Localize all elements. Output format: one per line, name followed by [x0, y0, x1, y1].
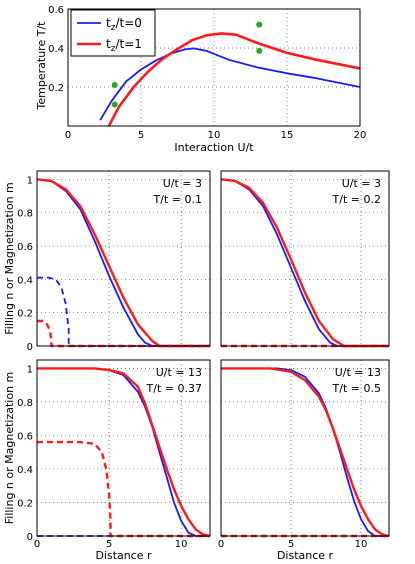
series-line [220, 178, 389, 348]
series-line [36, 178, 210, 348]
y-tick-label: 0.6 [17, 242, 33, 253]
y-tick-label: 1 [27, 175, 33, 186]
y-tick-label: 0.8 [17, 398, 33, 409]
plot-frame [36, 170, 211, 347]
plot-frame [220, 170, 390, 347]
x-tick-label: 0 [34, 539, 40, 550]
dashed-series-line [37, 440, 210, 538]
y-tick-label: 0.4 [17, 465, 33, 476]
panel-annotation: T/t = 0.2 [332, 193, 381, 206]
x-tick-label: 10 [175, 539, 188, 550]
series-line [107, 32, 360, 126]
y-tick-label: 0.2 [48, 83, 64, 94]
panel-annotation: U/t = 3 [342, 177, 381, 190]
x-tick-label: 10 [208, 130, 221, 141]
x-axis-label: Interaction U/t [174, 141, 254, 154]
x-tick-label: 0 [218, 539, 224, 550]
x-tick-label: 5 [106, 539, 112, 550]
x-tick-label: 10 [355, 539, 368, 550]
panel-annotation: T/t = 0.5 [332, 382, 381, 395]
plot-frame [67, 8, 361, 127]
x-tick-label: 20 [354, 130, 367, 141]
x-tick-label: 0 [65, 130, 71, 141]
plot-frame [36, 359, 211, 537]
y-tick-label: 0.6 [17, 431, 33, 442]
data-point [111, 101, 118, 108]
data-point [111, 82, 118, 89]
shared-y-axis-label: Filling n or Magnetization m [3, 372, 16, 525]
y-tick-label: 1 [27, 364, 33, 375]
y-tick-label: 0.4 [17, 275, 33, 286]
series-line [37, 367, 211, 538]
data-point [256, 21, 263, 28]
panel-annotation: T/t = 0.1 [153, 193, 202, 206]
y-tick-label: 0.6 [48, 5, 64, 16]
legend-label: tz/t=1 [106, 37, 142, 54]
series-line [99, 47, 360, 121]
panel-annotation: U/t = 13 [335, 366, 381, 379]
y-tick-label: 0.8 [17, 209, 33, 220]
x-axis-label: Distance r [95, 549, 152, 562]
legend-box [70, 9, 156, 57]
y-tick-label: 0.2 [17, 498, 33, 509]
y-tick-label: 0.4 [48, 44, 64, 55]
x-tick-label: 15 [281, 130, 294, 141]
x-tick-label: 5 [288, 539, 294, 550]
panel-annotation: U/t = 3 [163, 177, 202, 190]
plot-frame [220, 359, 390, 537]
panel-annotation: U/t = 13 [156, 366, 202, 379]
data-point [256, 47, 263, 54]
y-axis-label: Temperature T/t [35, 21, 48, 111]
y-tick-label: 0.2 [17, 309, 33, 320]
x-axis-label: Distance r [277, 549, 334, 562]
y-tick-label: 0 [27, 342, 33, 353]
dashed-series-line [37, 276, 210, 347]
dashed-series-line [37, 319, 210, 348]
legend-label: tz/t=0 [106, 16, 142, 33]
panel-annotation: T/t = 0.37 [146, 382, 202, 395]
series-line [221, 367, 390, 538]
y-tick-label: 0 [27, 532, 33, 543]
shared-y-axis-label: Filling n or Magnetization m [3, 182, 16, 335]
series-group [99, 32, 360, 126]
x-tick-label: 5 [138, 130, 144, 141]
